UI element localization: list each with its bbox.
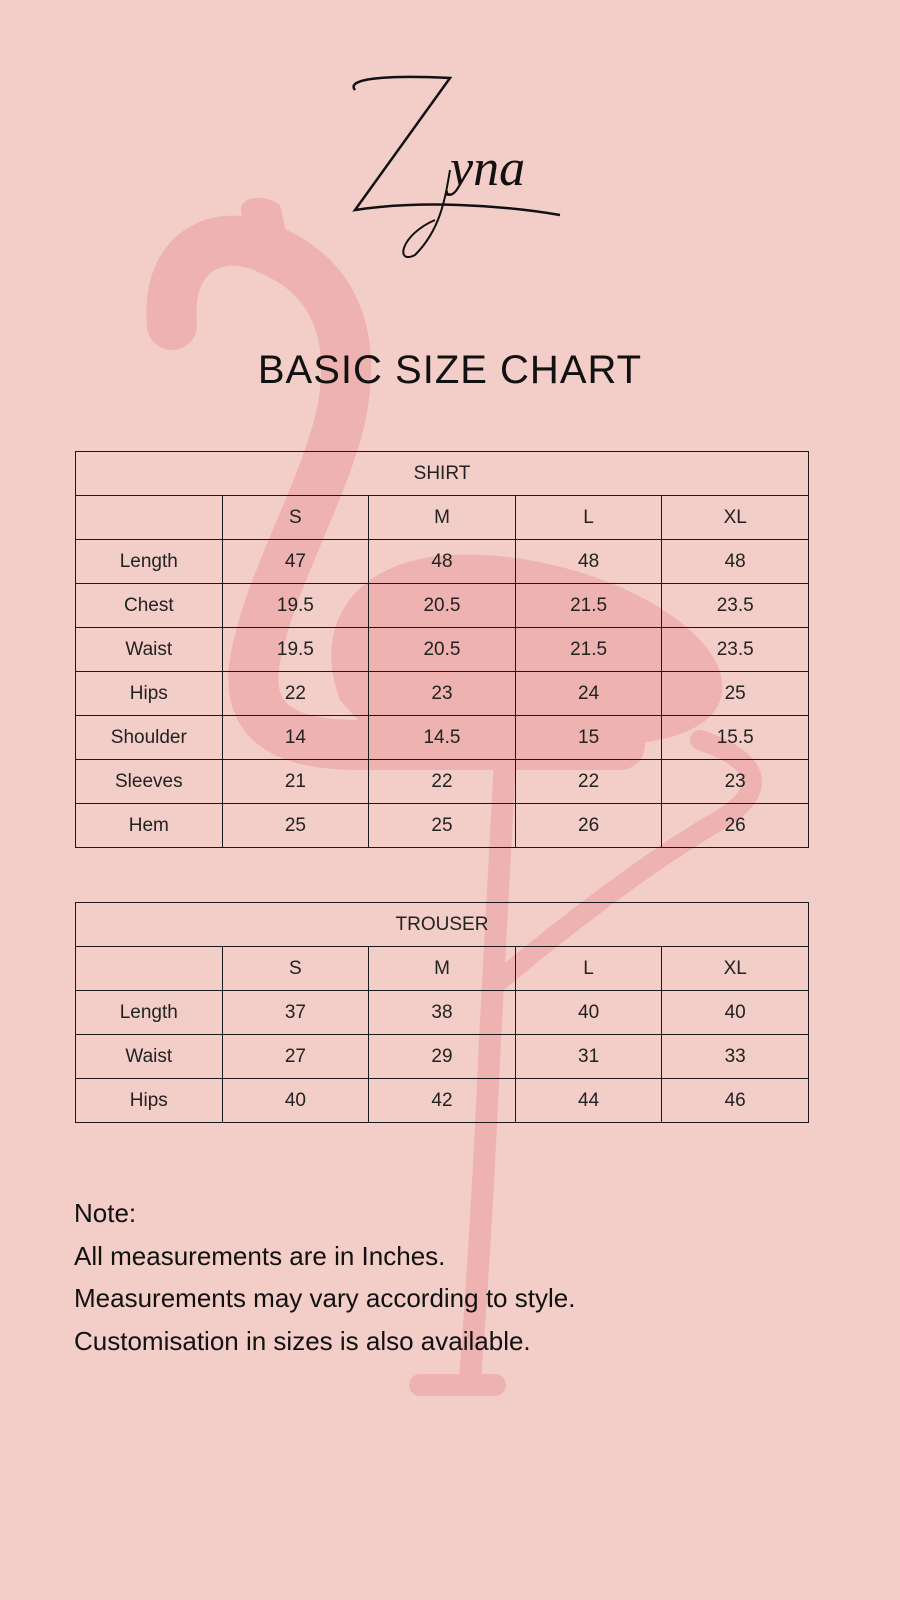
note-line: Measurements may vary according to style… (74, 1283, 576, 1313)
measurement-value: 15.5 (661, 715, 809, 760)
measurement-value: 37 (221, 990, 370, 1035)
measurement-value: 23 (368, 671, 516, 716)
table-row: Hips 22 23 24 25 (75, 671, 809, 716)
trouser-size-table: TROUSER S M L XL Length 37 38 40 40 Waist 27 29 31 33 H… (75, 902, 809, 1123)
measurement-value: 22 (514, 759, 663, 804)
measurement-value: 48 (661, 539, 809, 584)
measurement-label: Hem (75, 803, 223, 848)
table-row: Sleeves 21 22 22 23 (75, 759, 809, 804)
brand-logo: yna (352, 75, 561, 258)
measurement-label: Hips (75, 671, 223, 716)
measurement-value: 19.5 (221, 583, 370, 628)
measurement-value: 25 (661, 671, 809, 716)
table-row: Shoulder 14 14.5 15 15.5 (75, 715, 809, 760)
table-row: Waist 27 29 31 33 (75, 1034, 809, 1079)
measurement-value: 48 (368, 539, 516, 584)
note-line: Customisation in sizes is also available… (74, 1325, 531, 1356)
size-header: M (368, 495, 516, 540)
measurement-value: 25 (368, 803, 516, 848)
size-header: M (368, 946, 516, 991)
measurement-value: 31 (514, 1034, 663, 1079)
measurement-value: 21.5 (514, 583, 663, 628)
size-header: XL (661, 495, 809, 540)
measurement-label: Waist (75, 627, 223, 672)
measurement-value: 48 (514, 539, 663, 584)
measurement-value: 33 (661, 1034, 809, 1079)
measurement-value: 23.5 (661, 627, 809, 672)
measurement-value: 22 (368, 759, 516, 804)
note-line: All measurements are in Inches. (74, 1240, 446, 1271)
measurement-value: 29 (368, 1034, 516, 1079)
table-row: Length 37 38 40 40 (75, 990, 809, 1035)
measurement-value: 20.5 (368, 583, 516, 628)
measurement-value: 40 (221, 1078, 370, 1123)
empty-cell (75, 946, 223, 991)
measurement-value: 23 (661, 759, 809, 804)
size-header: L (514, 946, 663, 991)
measurement-value: 14 (221, 715, 370, 760)
measurement-value: 23.5 (661, 583, 809, 628)
measurement-label: Length (75, 539, 223, 584)
measurement-value: 26 (661, 803, 809, 848)
page-title: BASIC SIZE CHART (257, 348, 643, 392)
measurement-value: 38 (368, 990, 516, 1035)
measurement-label: Chest (75, 583, 223, 628)
measurement-value: 21.5 (514, 627, 663, 672)
table-row: Hips 40 42 44 46 (75, 1078, 809, 1123)
measurement-value: 47 (221, 539, 370, 584)
measurement-label: Waist (75, 1034, 223, 1079)
measurement-label: Shoulder (75, 715, 223, 760)
table-row: Waist 19.5 20.5 21.5 23.5 (75, 627, 809, 672)
measurement-value: 20.5 (368, 627, 516, 672)
measurement-value: 22 (221, 671, 370, 716)
measurement-value: 21 (221, 759, 370, 804)
size-header-row: S M L XL (75, 946, 809, 991)
empty-cell (75, 495, 223, 540)
measurement-value: 44 (514, 1078, 663, 1123)
table-row: Chest 19.5 20.5 21.5 23.5 (75, 583, 809, 628)
measurement-value: 24 (514, 671, 663, 716)
size-header: S (221, 946, 370, 991)
measurement-label: Sleeves (75, 759, 223, 804)
size-header-row: S M L XL (75, 495, 809, 540)
size-header: L (514, 495, 663, 540)
measurement-value: 40 (661, 990, 809, 1035)
table-row: Length 47 48 48 48 (75, 539, 809, 584)
measurement-value: 27 (221, 1034, 370, 1079)
table-heading-row: SHIRT (75, 451, 809, 496)
measurement-value: 19.5 (221, 627, 370, 672)
measurement-value: 14.5 (368, 715, 516, 760)
table-heading-row: TROUSER (75, 902, 809, 947)
shirt-size-table: SHIRT S M L XL Length 47 48 48 48 Chest 19.5 20.5 21.… (75, 451, 809, 848)
note-heading: Note: (74, 1198, 137, 1228)
table-heading: TROUSER (75, 902, 809, 947)
notes: Note: All measurements are in Inches. Me… (74, 1192, 575, 1362)
size-header: XL (661, 946, 809, 991)
measurement-value: 26 (514, 803, 663, 848)
measurement-label: Length (75, 990, 223, 1035)
measurement-value: 40 (514, 990, 663, 1035)
size-header: S (221, 495, 370, 540)
table-heading: SHIRT (75, 451, 809, 496)
measurement-value: 25 (221, 803, 370, 848)
table-row: Hem 25 25 26 26 (75, 803, 809, 848)
svg-text:yna: yna (445, 140, 525, 197)
measurement-label: Hips (75, 1078, 223, 1123)
measurement-value: 42 (368, 1078, 516, 1123)
measurement-value: 15 (514, 715, 663, 760)
measurement-value: 46 (661, 1078, 809, 1123)
